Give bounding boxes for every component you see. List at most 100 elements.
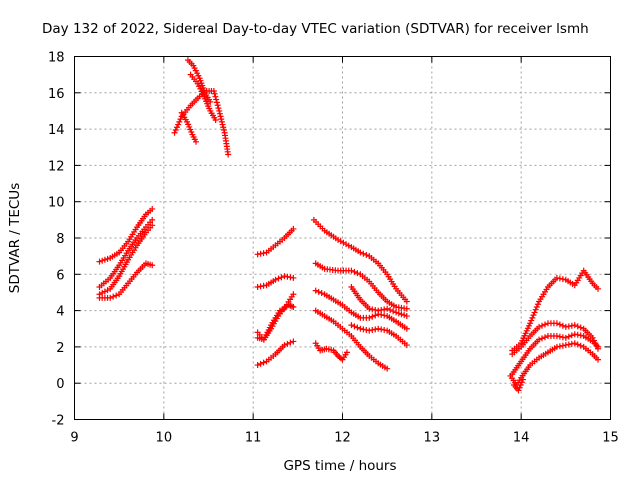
data-point	[372, 312, 379, 319]
data-point	[216, 110, 223, 117]
series-arc13	[254, 338, 297, 369]
x-tick-label: 12	[334, 431, 351, 446]
data-point	[363, 326, 370, 333]
y-tick-labels: -2 0 2 4 6 8 10 12 14 16 18	[48, 51, 65, 429]
data-point	[172, 127, 179, 134]
data-point	[403, 313, 410, 320]
series-arc4	[96, 260, 156, 301]
data-point	[577, 324, 584, 331]
data-point	[173, 124, 180, 131]
series-arc21	[509, 267, 601, 354]
data-point	[354, 324, 361, 331]
data-point	[260, 282, 267, 289]
data-point	[528, 317, 535, 324]
data-point	[594, 343, 601, 350]
data-point	[96, 258, 103, 265]
series-arc1	[96, 205, 156, 265]
series-arc10	[254, 273, 297, 291]
data-point	[357, 325, 364, 332]
data-point	[403, 305, 410, 312]
data-point	[107, 294, 114, 301]
data-point	[366, 305, 373, 312]
data-point	[369, 313, 376, 320]
data-point	[211, 90, 218, 97]
data-point	[553, 274, 560, 281]
data-point	[318, 290, 325, 297]
y-tick-label: 16	[48, 87, 65, 102]
y-tick-label: 12	[48, 159, 65, 174]
data-point	[363, 251, 370, 258]
y-tick-label: 8	[56, 232, 64, 247]
data-point	[375, 325, 382, 332]
data-point	[287, 339, 294, 346]
data-point	[225, 151, 232, 158]
series-arc9	[254, 225, 297, 258]
data-point	[559, 276, 566, 283]
data-point	[571, 331, 578, 338]
data-point	[220, 127, 227, 134]
data-point	[213, 96, 220, 103]
data-point	[366, 314, 373, 321]
axis-ticks	[74, 56, 611, 420]
data-point	[531, 309, 538, 316]
data-point	[290, 303, 297, 310]
data-point	[348, 267, 355, 274]
data-point	[539, 322, 546, 329]
data-point	[216, 107, 223, 114]
data-point	[565, 323, 572, 330]
x-tick-label: 11	[245, 431, 262, 446]
data-point	[290, 291, 297, 298]
data-point	[518, 379, 525, 386]
data-point	[553, 343, 560, 350]
data-point	[559, 322, 566, 329]
data-point	[381, 306, 388, 313]
data-point	[290, 225, 297, 232]
data-point	[565, 333, 572, 340]
data-point	[530, 312, 537, 319]
data-point	[257, 250, 264, 257]
data-point	[574, 331, 581, 338]
data-point	[574, 323, 581, 330]
data-marks	[96, 57, 601, 394]
series-arc5	[171, 87, 232, 158]
data-point	[571, 340, 578, 347]
data-point	[559, 334, 566, 341]
data-point	[275, 275, 282, 282]
data-point	[381, 326, 388, 333]
x-tick-label: 10	[156, 431, 173, 446]
data-point	[562, 323, 569, 330]
series-arc8	[178, 109, 199, 145]
data-point	[104, 255, 111, 262]
data-point	[594, 356, 601, 363]
data-point	[556, 343, 563, 350]
data-point	[254, 251, 261, 258]
data-point	[515, 387, 522, 394]
data-point	[568, 322, 575, 329]
data-point	[378, 306, 385, 313]
data-point	[218, 116, 225, 123]
data-point	[220, 124, 227, 131]
data-point	[372, 306, 379, 313]
data-point	[254, 284, 261, 291]
series-arc19	[348, 284, 410, 320]
data-point	[207, 98, 214, 105]
data-point	[369, 326, 376, 333]
data-point	[219, 121, 226, 128]
data-point	[315, 288, 322, 295]
data-point	[360, 326, 367, 333]
data-point	[553, 320, 560, 327]
y-tick-label: 0	[56, 377, 64, 392]
data-point	[281, 342, 288, 349]
data-point	[541, 321, 548, 328]
data-point	[254, 362, 261, 369]
series-arc17	[312, 307, 391, 372]
data-point	[366, 327, 373, 334]
data-point	[284, 340, 291, 347]
data-point	[384, 305, 391, 312]
y-tick-label: 18	[48, 51, 65, 66]
data-point	[290, 338, 297, 345]
data-point	[529, 314, 536, 321]
data-point	[215, 105, 222, 112]
data-point	[278, 274, 285, 281]
